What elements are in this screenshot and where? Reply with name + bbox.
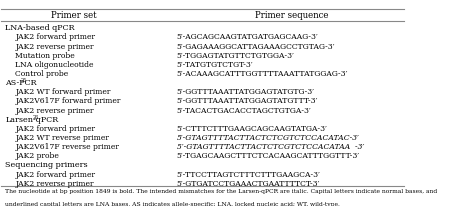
Text: 5′-ACAAAGCATTTGGTTTTAAATTATGGAG-3′: 5′-ACAAAGCATTTGGTTTTAAATTATGGAG-3′	[176, 70, 348, 78]
Text: JAK2 reverse primer: JAK2 reverse primer	[16, 179, 94, 187]
Text: 5′-GGTTTAAATTATGGAGTATGTTT-3′: 5′-GGTTTAAATTATGGAGTATGTTT-3′	[176, 97, 318, 105]
Text: 5′-TACACTGACACCTAGCTGTGA-3′: 5′-TACACTGACACCTAGCTGTGA-3′	[176, 106, 311, 114]
Text: 5′-AGCAGCAAGTATGATGAGCAAG-3′: 5′-AGCAGCAAGTATGATGAGCAAG-3′	[176, 33, 319, 41]
Text: Sequencing primers: Sequencing primers	[5, 161, 88, 169]
Text: JAK2V617F forward primer: JAK2V617F forward primer	[16, 97, 121, 105]
Text: Primer set: Primer set	[51, 11, 97, 20]
Text: JAK2 reverse primer: JAK2 reverse primer	[16, 42, 94, 50]
Text: 5′-TGGAGTATGTTCTGTGGA-3′: 5′-TGGAGTATGTTCTGTGGA-3′	[176, 52, 294, 59]
Text: LNA-based qPCR: LNA-based qPCR	[5, 24, 75, 32]
Text: 5′-TATGTGTCTGT-3′: 5′-TATGTGTCTGT-3′	[176, 61, 253, 69]
Text: JAK2V617F reverse primer: JAK2V617F reverse primer	[16, 143, 119, 150]
Text: 5′-TTCCTTAGTCTTTCTTTGAAGCA-3′: 5′-TTCCTTAGTCTTTCTTTGAAGCA-3′	[176, 170, 320, 178]
Text: 5′-GAGAAAGGCATTAGAAAGCCTGTAG-3′: 5′-GAGAAAGGCATTAGAAAGCCTGTAG-3′	[176, 42, 335, 50]
Text: JAK2 forward primer: JAK2 forward primer	[16, 124, 95, 132]
Text: JAK2 reverse primer: JAK2 reverse primer	[16, 106, 94, 114]
Text: Mutation probe: Mutation probe	[16, 52, 75, 59]
Text: JAK2 WT reverse primer: JAK2 WT reverse primer	[16, 133, 109, 141]
Text: underlined capital letters are LNA bases. AS indicates allele-specific; LNA, loc: underlined capital letters are LNA bases…	[5, 201, 340, 206]
Text: LNA oligonucleotide: LNA oligonucleotide	[16, 61, 94, 69]
Text: 5′-CTTTCTTTGAAGCAGCAAGTATGA-3′: 5′-CTTTCTTTGAAGCAGCAAGTATGA-3′	[176, 124, 328, 132]
Text: JAK2 probe: JAK2 probe	[16, 152, 59, 159]
Text: 25: 25	[20, 78, 27, 83]
Text: 5′-GTAGTTTTACTTACTCTCGTCTCCACATAC-3′: 5′-GTAGTTTTACTTACTCTCGTCTCCACATAC-3′	[176, 133, 359, 141]
Text: JAK2 forward primer: JAK2 forward primer	[16, 33, 95, 41]
Text: Primer sequence: Primer sequence	[255, 11, 328, 20]
Text: Larsen-qPCR: Larsen-qPCR	[5, 115, 59, 123]
Text: Control probe: Control probe	[16, 70, 69, 78]
Text: JAK2 WT forward primer: JAK2 WT forward primer	[16, 88, 111, 96]
Text: 5′-GTAGTTTTACTTACTCTCGTCTCCACATAA  -3′: 5′-GTAGTTTTACTTACTCTCGTCTCCACATAA -3′	[176, 143, 364, 150]
Text: 26: 26	[33, 114, 39, 119]
Text: 5′-GGTTTAAATTATGGAGTATGTG-3′: 5′-GGTTTAAATTATGGAGTATGTG-3′	[176, 88, 315, 96]
Text: JAK2 forward primer: JAK2 forward primer	[16, 170, 95, 178]
Text: 5′-GTGATCCTGAAACTGAATTTTCT-3′: 5′-GTGATCCTGAAACTGAATTTTCT-3′	[176, 179, 320, 187]
Text: AS-PCR: AS-PCR	[5, 79, 37, 87]
Text: 5′-TGAGCAAGCTTTCTCACAAGCATTTGGTTT-3′: 5′-TGAGCAAGCTTTCTCACAAGCATTTGGTTT-3′	[176, 152, 360, 159]
Text: The nucleotide at bp position 1849 is bold. The intended mismatches for the Lars: The nucleotide at bp position 1849 is bo…	[5, 188, 438, 193]
